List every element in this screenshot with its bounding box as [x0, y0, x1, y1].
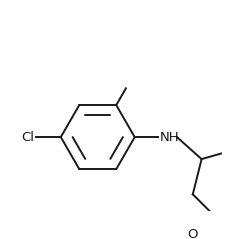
Text: O: O: [188, 228, 198, 239]
Text: Cl: Cl: [21, 130, 34, 144]
Text: NH: NH: [159, 130, 179, 144]
